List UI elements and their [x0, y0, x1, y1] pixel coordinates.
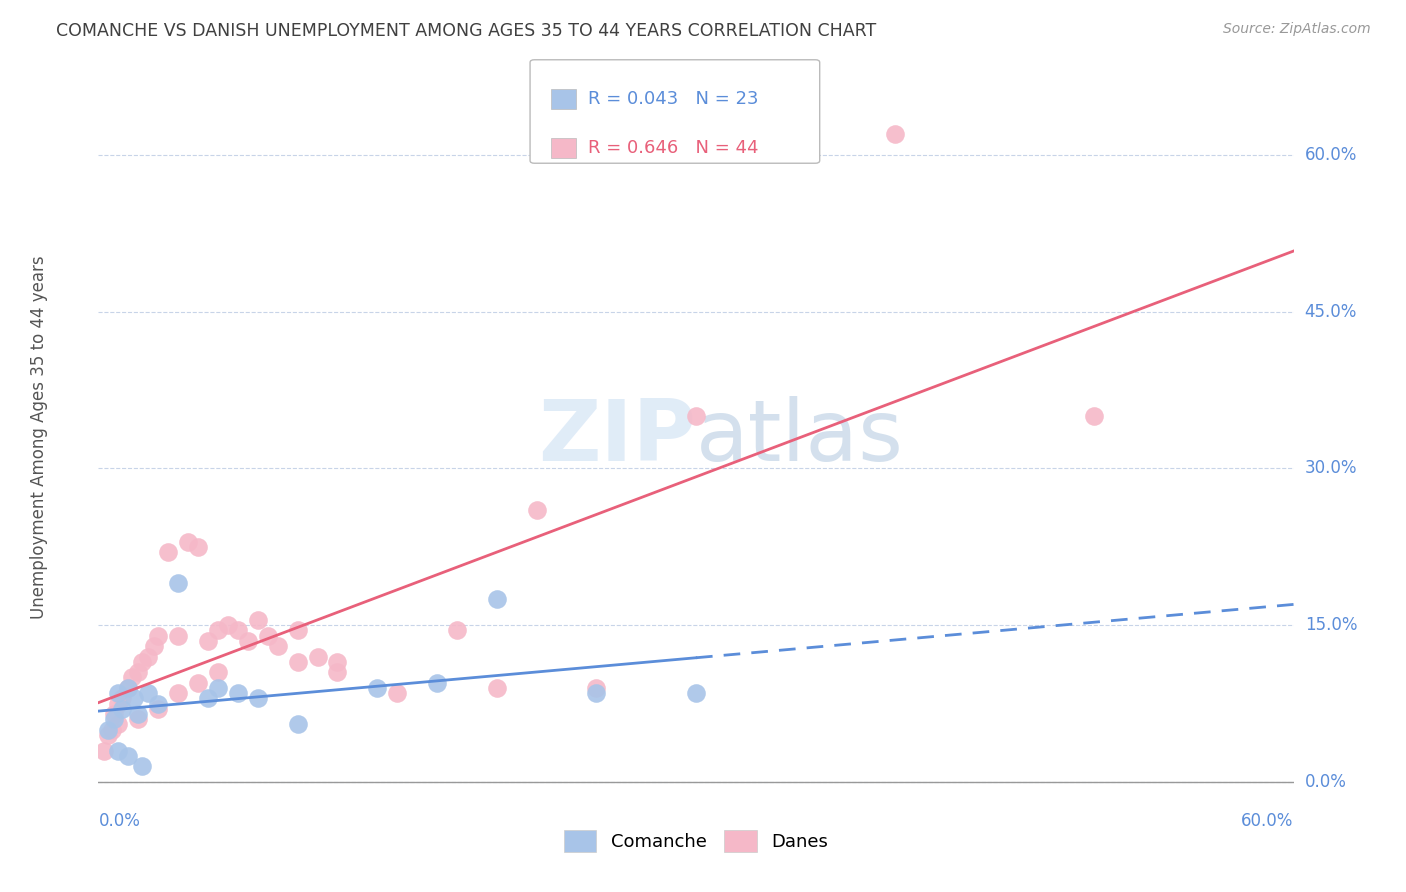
- Point: [107, 717, 129, 731]
- Point: [117, 748, 139, 763]
- Text: R = 0.043   N = 23: R = 0.043 N = 23: [588, 90, 758, 108]
- Point: [526, 503, 548, 517]
- Point: [326, 655, 349, 669]
- Point: [117, 681, 139, 695]
- Point: [585, 681, 607, 695]
- Point: [226, 624, 249, 638]
- Point: [124, 691, 146, 706]
- Point: [107, 697, 129, 711]
- Point: [307, 649, 329, 664]
- Point: [103, 712, 125, 726]
- Point: [366, 681, 388, 695]
- Point: [207, 665, 229, 680]
- Point: [136, 649, 159, 664]
- Text: 60.0%: 60.0%: [1305, 146, 1357, 164]
- Legend: Comanche, Danes: Comanche, Danes: [557, 823, 835, 860]
- Point: [131, 655, 153, 669]
- Point: [167, 686, 190, 700]
- Point: [111, 702, 134, 716]
- Point: [117, 681, 139, 695]
- Point: [426, 675, 449, 690]
- Point: [187, 675, 209, 690]
- Point: [127, 712, 149, 726]
- Point: [167, 629, 190, 643]
- Point: [97, 728, 120, 742]
- Text: ZIP: ZIP: [538, 395, 696, 479]
- Point: [97, 723, 120, 737]
- Point: [287, 655, 309, 669]
- Text: 30.0%: 30.0%: [1305, 459, 1357, 477]
- Point: [217, 618, 239, 632]
- Point: [177, 534, 200, 549]
- Point: [246, 613, 269, 627]
- Point: [485, 592, 508, 607]
- Point: [136, 686, 159, 700]
- Point: [143, 639, 166, 653]
- Point: [167, 576, 190, 591]
- Point: [485, 681, 508, 695]
- Text: 15.0%: 15.0%: [1305, 616, 1357, 634]
- Point: [101, 723, 124, 737]
- Point: [267, 639, 290, 653]
- Text: 0.0%: 0.0%: [98, 813, 141, 830]
- Point: [256, 629, 278, 643]
- Text: atlas: atlas: [696, 395, 904, 479]
- Point: [148, 629, 170, 643]
- Point: [207, 681, 229, 695]
- Point: [127, 665, 149, 680]
- Point: [685, 409, 707, 424]
- Text: COMANCHE VS DANISH UNEMPLOYMENT AMONG AGES 35 TO 44 YEARS CORRELATION CHART: COMANCHE VS DANISH UNEMPLOYMENT AMONG AG…: [56, 22, 876, 40]
- Point: [127, 706, 149, 721]
- Text: 60.0%: 60.0%: [1241, 813, 1294, 830]
- Point: [148, 702, 170, 716]
- Point: [148, 697, 170, 711]
- Point: [287, 624, 309, 638]
- Point: [197, 691, 219, 706]
- Point: [121, 670, 143, 684]
- Text: R = 0.646   N = 44: R = 0.646 N = 44: [588, 139, 758, 157]
- Point: [207, 624, 229, 638]
- Point: [131, 759, 153, 773]
- Text: 0.0%: 0.0%: [1305, 772, 1347, 791]
- Point: [226, 686, 249, 700]
- Point: [111, 691, 134, 706]
- Point: [197, 633, 219, 648]
- Point: [107, 686, 129, 700]
- Point: [246, 691, 269, 706]
- Point: [385, 686, 409, 700]
- Text: 45.0%: 45.0%: [1305, 302, 1357, 321]
- Point: [157, 545, 180, 559]
- Point: [93, 743, 115, 757]
- Point: [236, 633, 259, 648]
- Point: [287, 717, 309, 731]
- Point: [103, 706, 125, 721]
- Point: [187, 540, 209, 554]
- Text: Unemployment Among Ages 35 to 44 years: Unemployment Among Ages 35 to 44 years: [30, 255, 48, 619]
- Point: [326, 665, 349, 680]
- Point: [107, 743, 129, 757]
- Point: [1083, 409, 1105, 424]
- Point: [884, 127, 907, 141]
- Point: [585, 686, 607, 700]
- Point: [685, 686, 707, 700]
- Point: [446, 624, 468, 638]
- Text: Source: ZipAtlas.com: Source: ZipAtlas.com: [1223, 22, 1371, 37]
